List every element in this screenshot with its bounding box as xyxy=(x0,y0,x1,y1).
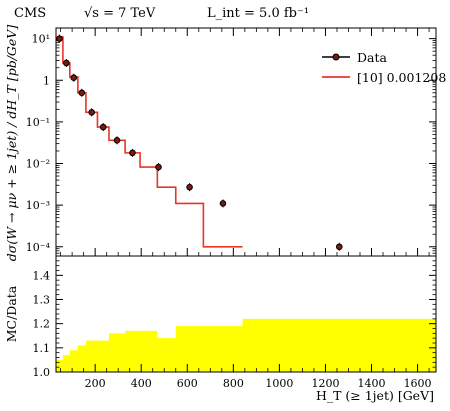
mc-data-ratio-band xyxy=(56,318,436,372)
x-tick-label: 1000 xyxy=(265,377,293,390)
x-tick-label: 800 xyxy=(223,377,244,390)
data-point xyxy=(186,183,193,191)
data-point xyxy=(63,59,70,67)
energy-label: √s = 7 TeV xyxy=(84,6,156,21)
ratio-y-tick-label: 1.2 xyxy=(33,318,51,331)
ratio-y-tick-label: 1.4 xyxy=(33,269,51,282)
x-tick-label: 1600 xyxy=(404,377,432,390)
data-point xyxy=(155,163,162,171)
ratio-panel: 1.0 1.1 1.2 1.3 1.4 xyxy=(33,255,437,379)
data-point xyxy=(78,89,86,97)
x-tick-label: 400 xyxy=(131,377,152,390)
data-point xyxy=(56,35,63,42)
ratio-y-axis-label: MC/Data xyxy=(4,285,19,342)
legend-data-marker xyxy=(332,53,340,61)
lumi-label: L_int = 5.0 fb⁻¹ xyxy=(207,6,309,21)
y-tick-label: 10¹ xyxy=(32,33,50,46)
data-point xyxy=(113,137,121,144)
legend-mc-label: [10] 0.001208 xyxy=(357,70,446,85)
y-tick-label: 10⁻⁴ xyxy=(26,241,51,254)
ratio-y-tick-label: 1.1 xyxy=(33,342,51,355)
x-tick-label: 1400 xyxy=(358,377,386,390)
ratio-y-tick-label: 1.3 xyxy=(33,294,51,307)
x-axis-label: H_T (≥ 1jet) [GeV] xyxy=(316,388,434,403)
x-tick-label: 1200 xyxy=(311,377,339,390)
y-tick-label: 10⁻¹ xyxy=(26,116,50,129)
legend: Data [10] 0.001208 xyxy=(322,50,446,85)
legend-data-label: Data xyxy=(357,50,387,65)
experiment-label: CMS xyxy=(14,6,46,21)
data-point xyxy=(88,108,95,116)
data-point xyxy=(219,200,227,207)
x-tick-label: 600 xyxy=(177,377,198,390)
main-panel: 10¹ 1 10⁻¹ 10⁻² 10⁻³ 10⁻⁴ xyxy=(26,27,437,257)
data-point xyxy=(129,149,136,157)
x-axis: 200 400 600 800 1000 1200 1400 1600 xyxy=(60,28,432,390)
data-point xyxy=(99,123,107,131)
y-tick-label: 1 xyxy=(43,74,50,87)
data-point xyxy=(335,243,343,251)
y-axis-label: dσ(W → μν + ≥ 1jet) / dH_T [pb/GeV] xyxy=(4,25,19,262)
y-tick-label: 10⁻² xyxy=(26,158,50,171)
x-tick-label: 200 xyxy=(85,377,106,390)
data-point xyxy=(70,74,78,82)
mc-prediction-line xyxy=(56,36,243,248)
y-tick-label: 10⁻³ xyxy=(26,199,50,212)
ratio-y-tick-label: 1.0 xyxy=(33,366,51,379)
